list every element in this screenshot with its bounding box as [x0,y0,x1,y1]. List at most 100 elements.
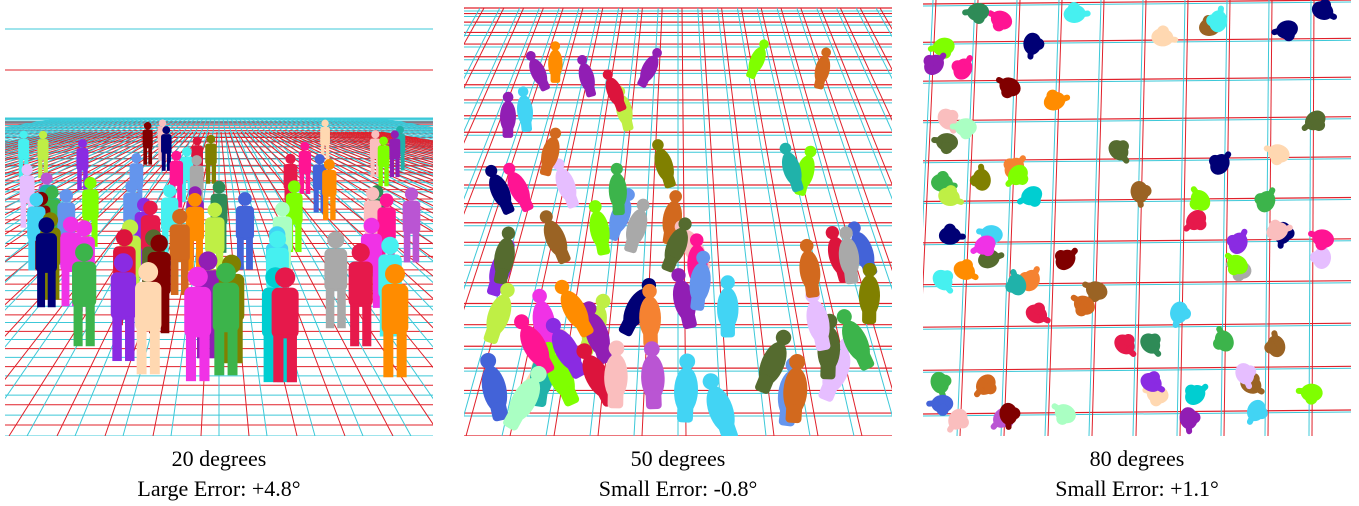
person-silhouette [1140,371,1166,393]
person-silhouette [184,266,212,382]
person-silhouette [641,341,665,410]
person-silhouette [927,37,955,59]
person-silhouette [1263,144,1290,166]
grid-line-v [282,117,433,187]
grid-line-v-red [272,131,433,214]
person-silhouette [322,159,337,221]
person-silhouette [588,200,611,256]
crowd [923,0,1338,435]
person-silhouette [1043,89,1071,111]
person-silhouette [689,250,711,311]
person-silhouette [235,192,255,270]
person-silhouette [1025,302,1051,324]
render-20-degrees [5,28,433,436]
person-silhouette [205,134,217,184]
person-silhouette [525,51,550,92]
grid-line-h-red [923,37,1351,43]
grid-line-v-red [5,131,166,216]
person-silhouette [1130,180,1152,208]
grid-line-v-red [264,131,433,233]
grid-line-v [266,117,433,219]
grid-line-h [923,1,1351,7]
grid-line-v-red [959,0,979,436]
person-silhouette [987,10,1013,32]
person-silhouette [1308,229,1335,251]
person-silhouette [1063,1,1091,23]
grid-line-v-red [740,7,819,436]
grid-line-v-red [260,131,433,245]
grid-line-v [234,117,412,436]
person-silhouette [480,352,509,422]
grid-line-v [262,117,433,231]
person-silhouette [999,402,1021,430]
person-silhouette [402,187,421,263]
person-silhouette [1005,164,1029,187]
person-silhouette [554,279,594,338]
grid-line-v-red [5,131,178,248]
person-silhouette [814,47,832,90]
person-silhouette [838,226,860,285]
person-silhouette [1209,151,1232,175]
grid-line-v [290,117,433,176]
person-silhouette [779,142,804,193]
person-silhouette [485,164,515,215]
grid-line-v [717,7,767,436]
grid-line-v [956,0,976,436]
person-silhouette [72,243,97,347]
person-silhouette [1213,325,1234,352]
grid-line-v-red [280,131,433,200]
person-silhouette [539,127,562,177]
person-silhouette [836,309,875,371]
person-silhouette [923,52,947,75]
grid-line-v-red [1311,0,1315,436]
grid-line-v-red [780,7,892,390]
person-silhouette [639,283,661,347]
person-silhouette [142,122,153,165]
grid-line-v [5,117,156,187]
grid-line-v [1220,0,1228,436]
person-silhouette [652,139,676,189]
grid-line-v-red [701,7,731,436]
grid-line-v-red [839,7,892,121]
grid-line-v [1176,0,1186,436]
grid-line-v [835,7,892,133]
person-silhouette [381,264,409,378]
person-silhouette [1254,187,1276,213]
angle-label: 50 degrees [630,446,726,471]
person-silhouette [951,55,973,80]
person-silhouette [969,163,991,191]
grid-line-v-red [1135,0,1147,436]
person-silhouette [1301,110,1326,132]
angle-label: 80 degrees [1089,446,1185,471]
grid-line-v [1044,0,1060,436]
grid-line-v [464,7,540,200]
person-silhouette [1005,269,1027,296]
caption-80-degrees: 80 degrees Small Error: +1.1° [923,444,1351,504]
person-silhouette [169,209,190,295]
grid-line-v-red [224,131,298,436]
grid-line-h [923,118,1351,124]
grid-line-h-red [923,76,1351,82]
grid-line-v [5,117,160,193]
person-silhouette [1108,140,1130,164]
grid-line-v-red [5,131,182,263]
person-silhouette [110,253,137,362]
grid-line-v-red [464,7,505,89]
grid-line-h [923,367,1351,373]
person-silhouette [377,136,390,187]
grid-line-v-red [268,131,433,223]
grid-line-v-red [1047,0,1063,436]
person-silhouette [503,162,534,213]
person-silhouette [938,223,966,245]
grid-line-v [5,117,172,219]
person-silhouette [1311,0,1338,20]
person-silhouette [1170,301,1192,329]
grid-line-v-red [1223,0,1231,436]
person-silhouette [577,55,597,98]
person-silhouette [930,371,952,399]
grid-line-v-red [464,7,525,144]
person-silhouette [1246,399,1268,425]
person-silhouette [637,47,662,88]
person-silhouette [1189,186,1211,211]
person-silhouette [931,133,959,155]
